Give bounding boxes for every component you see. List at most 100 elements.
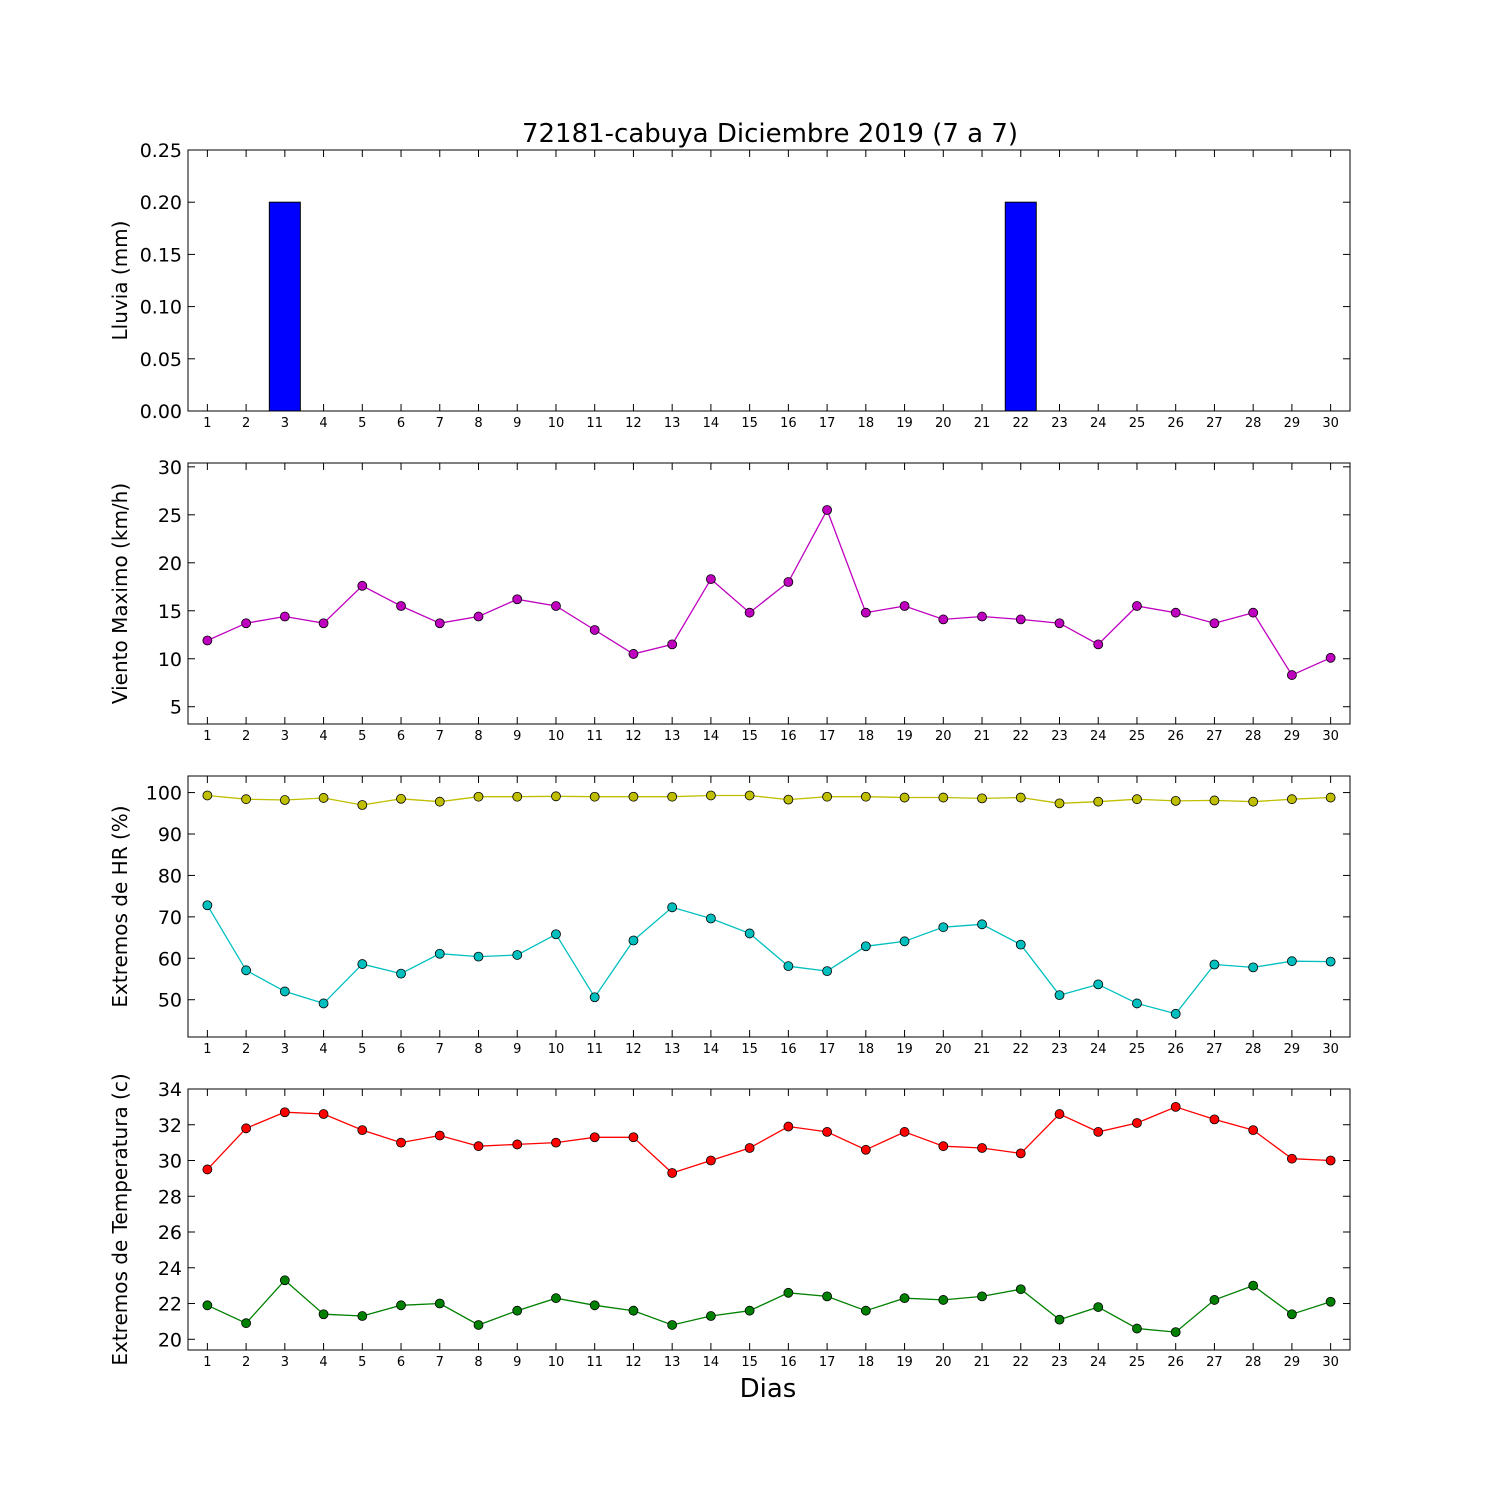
x-tick-label: 24 (1090, 416, 1107, 431)
y-tick-label: 0.25 (140, 140, 182, 162)
x-tick-label: 2 (242, 1042, 250, 1057)
x-tick-label: 18 (858, 1042, 875, 1057)
data-point (1287, 1153, 1297, 1164)
data-point (279, 611, 290, 622)
y-tick-label: 24 (158, 1258, 182, 1280)
x-tick-label: 9 (513, 1355, 521, 1370)
x-tick-label: 29 (1284, 1355, 1301, 1370)
y-axis-label: Extremos de Temperatura (c) (108, 1073, 132, 1365)
y-tick-label: 50 (158, 990, 182, 1012)
x-tick-label: 11 (586, 1355, 603, 1370)
x-tick-label: 20 (935, 1042, 952, 1057)
x-tick-label: 17 (819, 1042, 836, 1057)
x-tick-label: 28 (1245, 416, 1262, 431)
x-tick-label: 25 (1129, 1042, 1146, 1057)
x-tick-label: 5 (358, 416, 366, 431)
data-point (202, 635, 213, 646)
x-tick-label: 7 (436, 416, 444, 431)
x-tick-label: 22 (1012, 1355, 1029, 1370)
data-point (434, 1130, 445, 1141)
data-point (1248, 607, 1259, 618)
data-point (1093, 979, 1104, 990)
x-tick-label: 26 (1167, 416, 1184, 431)
x-tick-label: 13 (664, 416, 681, 431)
data-point (1248, 1125, 1259, 1136)
data-point (706, 1155, 716, 1166)
panels: 0.000.050.100.150.200.251 2 3 4 5 6 7 8 9 10 11 12 1… (108, 140, 1351, 1370)
x-tick-label: 12 (625, 1042, 642, 1057)
data-point (1054, 1109, 1065, 1119)
data-point (744, 607, 755, 618)
y-tick-label: 28 (158, 1186, 182, 1208)
x-tick-label: 29 (1284, 729, 1301, 744)
x-tick-label: 1 (203, 1355, 211, 1370)
x-tick-label: 8 (474, 1355, 482, 1370)
x-tick-label: 27 (1206, 729, 1223, 744)
x-tick-label: 22 (1012, 416, 1029, 431)
series-line (207, 1279, 1331, 1333)
data-point (357, 800, 368, 810)
x-tick-label: 1 (203, 416, 211, 431)
x-tick-label: 28 (1245, 1355, 1262, 1370)
x-tick-label: 28 (1245, 1042, 1262, 1057)
x-tick-label: 1 (203, 1042, 211, 1057)
data-point (589, 1300, 600, 1311)
data-point (1209, 795, 1220, 806)
x-tick-label: 20 (935, 729, 952, 744)
x-tick-label: 6 (397, 416, 405, 431)
x-tick-label: 2 (242, 1355, 250, 1370)
data-point (357, 580, 368, 591)
data-point (473, 951, 484, 962)
data-point (744, 1305, 755, 1316)
x-tick-label: 18 (858, 729, 875, 744)
x-tick-label: 16 (780, 416, 797, 431)
data-point (1015, 792, 1026, 803)
x-tick-label: 30 (1322, 1355, 1339, 1370)
x-tick-label: 23 (1051, 729, 1068, 744)
x-tick-label: 20 (935, 416, 952, 431)
x-tick-label: 2 (242, 729, 250, 744)
x-tick-label: 22 (1012, 1042, 1029, 1057)
y-tick-label: 0.15 (140, 244, 182, 266)
x-tick-label: 24 (1090, 1042, 1107, 1057)
x-tick-label: 29 (1284, 1042, 1301, 1057)
data-point (1132, 601, 1142, 611)
data-point (279, 986, 290, 997)
x-tick-label: 12 (625, 729, 642, 744)
data-point (1325, 1296, 1336, 1307)
data-point (822, 791, 832, 802)
data-point (279, 1275, 290, 1286)
series-line (207, 508, 1331, 676)
x-tick-label: 27 (1206, 1355, 1223, 1370)
data-point (318, 998, 329, 1009)
x-tick-label: 23 (1051, 416, 1068, 431)
data-point (1287, 956, 1297, 967)
data-point (434, 1298, 445, 1309)
data-point (202, 1164, 213, 1175)
x-tick-label: 22 (1012, 729, 1029, 744)
data-point (783, 1287, 794, 1298)
x-tick-label: 3 (281, 1042, 289, 1057)
x-tick-label: 5 (358, 729, 366, 744)
data-point (706, 913, 716, 924)
data-point (628, 1132, 639, 1143)
x-tick-label: 21 (974, 1355, 991, 1370)
x-tick-label: 30 (1322, 729, 1339, 744)
x-tick-label: 8 (474, 416, 482, 431)
x-tick-label: 21 (974, 729, 991, 744)
x-tick-label: 17 (819, 729, 836, 744)
data-point (434, 618, 445, 629)
x-tick-label: 10 (548, 1042, 565, 1057)
x-tick-label: 11 (586, 1042, 603, 1057)
data-point (434, 948, 445, 959)
bar (268, 201, 301, 412)
data-point (241, 965, 252, 976)
chart-title: 72181-cabuya Diciembre 2019 (7 a 7) (522, 119, 1018, 149)
y-tick-label: 80 (158, 865, 182, 887)
data-point (551, 601, 561, 611)
data-point (512, 1139, 523, 1150)
data-point (706, 1311, 716, 1321)
y-tick-label: 90 (158, 824, 182, 846)
data-point (434, 796, 445, 807)
